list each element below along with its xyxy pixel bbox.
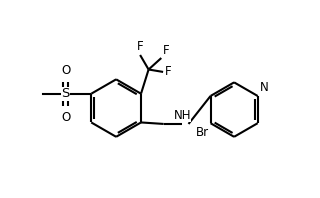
Text: N: N [260, 81, 268, 94]
Text: F: F [164, 65, 171, 78]
Text: S: S [61, 87, 70, 100]
Text: O: O [61, 111, 70, 124]
Text: O: O [61, 64, 70, 77]
Text: F: F [137, 40, 143, 53]
Text: NH: NH [174, 109, 191, 122]
Text: F: F [163, 44, 169, 57]
Text: Br: Br [196, 126, 209, 139]
